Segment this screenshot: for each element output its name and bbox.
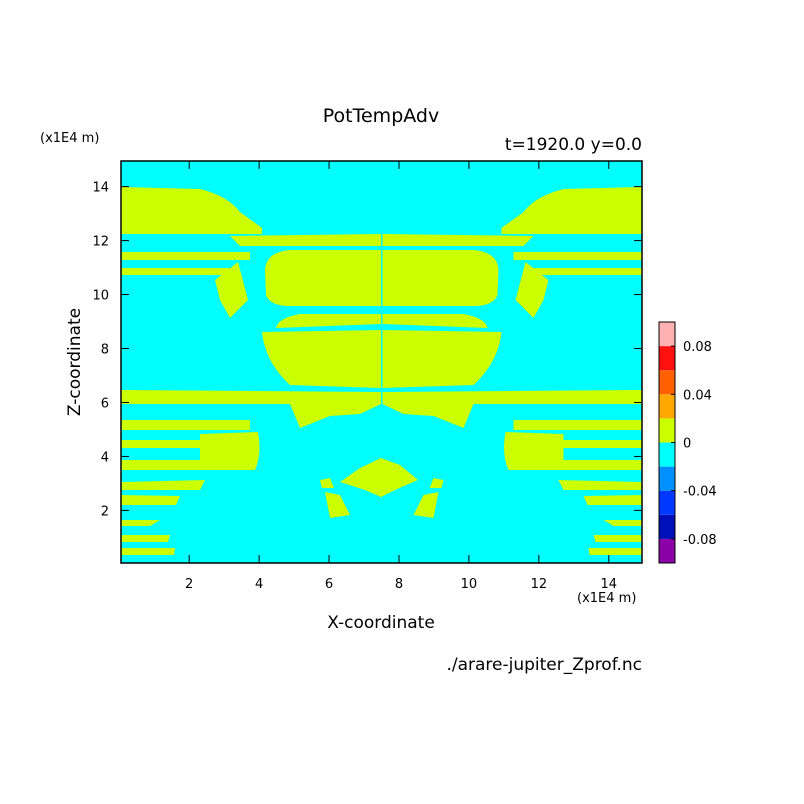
colorbar-tick-label: 0.04 [683, 388, 712, 403]
contour-region [121, 495, 180, 505]
x-tick-label: 4 [255, 577, 263, 592]
colorbar-segment [659, 466, 675, 491]
x-tick-label: 14 [601, 577, 618, 592]
contour-region [121, 390, 381, 404]
colorbar-segment [659, 514, 675, 539]
contour-region [121, 440, 200, 448]
y-unit: (x1E4 m) [40, 131, 99, 146]
contour-region [325, 492, 350, 518]
colorbar-tick-label: -0.08 [683, 533, 717, 548]
x-tick-label: 12 [531, 577, 548, 592]
y-axis-label: Z-coordinate [65, 308, 85, 416]
colorbar-segment [659, 346, 675, 371]
contour-region [276, 314, 381, 328]
y-tick-label: 10 [92, 289, 109, 304]
contour-region [121, 460, 200, 470]
contour-region [121, 187, 262, 234]
plot-frame [120, 160, 643, 564]
contour-region [230, 234, 381, 246]
colorbar-tick-label: -0.04 [683, 485, 717, 500]
contour-field [121, 161, 643, 563]
y-tick-label: 4 [101, 450, 109, 465]
contour-region [121, 420, 250, 430]
y-tick-label: 2 [101, 504, 109, 519]
x-axis-label: X-coordinate [327, 613, 435, 633]
contour-region [262, 330, 381, 388]
contour-region [121, 252, 250, 260]
x-tick-label: 6 [325, 577, 333, 592]
source-label: ./arare-jupiter_Zprof.nc [446, 655, 642, 675]
colorbar-segment [659, 490, 675, 515]
contour-region [290, 404, 381, 428]
x-tick-label: 8 [395, 577, 403, 592]
colorbar-tick-label: 0.08 [683, 340, 712, 355]
contour-positive [121, 187, 643, 555]
contour-region [121, 520, 160, 526]
y-tick-label: 6 [101, 396, 109, 411]
y-tick-label: 14 [92, 181, 109, 196]
colorbar-tick-label: 0 [683, 437, 691, 452]
contour-region [121, 268, 230, 275]
chart-subtitle: t=1920.0 y=0.0 [505, 135, 642, 155]
colorbar-segment [659, 538, 675, 563]
contour-region [265, 250, 381, 306]
contour-region [320, 478, 334, 488]
contour-region [121, 548, 175, 555]
contour-region [200, 432, 260, 470]
contour-region [121, 535, 170, 542]
y-tick-label: 12 [92, 235, 109, 250]
contour-half [121, 187, 381, 555]
contour-region [215, 262, 248, 318]
colorbar-segment [659, 394, 675, 419]
colorbar-segment [659, 418, 675, 443]
x-unit: (x1E4 m) [577, 591, 636, 606]
x-tick-label: 2 [185, 577, 193, 592]
colorbar-segment [659, 370, 675, 395]
x-tick-label: 10 [461, 577, 478, 592]
y-tick-label: 8 [101, 343, 109, 358]
contour-region [121, 480, 205, 490]
chart-title: PotTempAdv [323, 105, 439, 127]
contour-region [340, 458, 418, 497]
colorbar-segment [659, 442, 675, 467]
colorbar-segment [659, 322, 675, 347]
